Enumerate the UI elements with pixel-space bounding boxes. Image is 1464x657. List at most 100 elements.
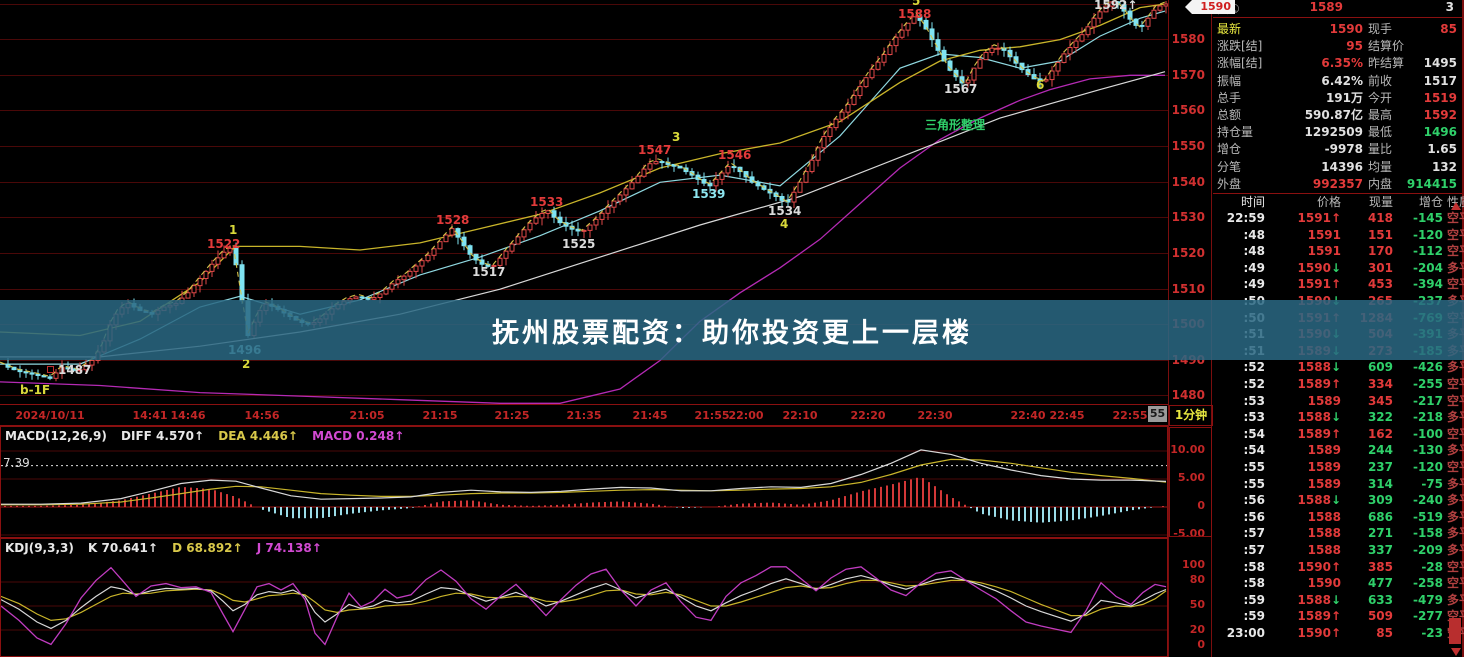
chart-label-1567: 1567 — [944, 82, 978, 96]
tick-volume: 273 — [1367, 343, 1393, 358]
quote-label: 振幅 — [1217, 73, 1242, 88]
chart-label-1533: 1533 — [530, 195, 564, 209]
tick-row[interactable]: :49 1590↓ 301 -204 多平 — [1213, 260, 1464, 277]
chart-label-1546: 1546 — [718, 148, 752, 162]
tick-nature: 空平 — [1447, 559, 1464, 574]
kline-chart-pane[interactable]: 1 1522 2 1496 1487 b-1F 1517 1528 1533 1525 1547 3 1… — [0, 0, 1168, 404]
tick-row[interactable]: :57 1588 337 -209 多平 — [1213, 542, 1464, 559]
tick-price: 1589↑ — [1297, 426, 1341, 441]
tick-oi-change: -130 — [1412, 443, 1443, 458]
quote-row-振幅: 振幅 6.42% 前收 1517 — [1213, 73, 1462, 90]
tick-col-header-价格[interactable]: 价格 — [1316, 195, 1341, 209]
tick-row[interactable]: :56 1588↓ 309 -240 多平 — [1213, 492, 1464, 509]
tick-row[interactable]: :48 1591 170 -112 空平 — [1213, 243, 1464, 260]
tick-volume: 345 — [1367, 393, 1393, 408]
tick-nature: 多平 — [1447, 294, 1464, 308]
tick-row[interactable]: :50 1590↓ 265 -237 多平 — [1213, 293, 1464, 310]
chart-label-1: 1 — [229, 223, 238, 237]
tick-row[interactable]: :52 1589↑ 334 -255 空平 — [1213, 376, 1464, 393]
tick-time: :59 — [1243, 592, 1266, 607]
tick-oi-change: -769 — [1412, 310, 1443, 325]
tick-nature: 空平 — [1447, 227, 1464, 242]
tick-row[interactable]: :58 1590 477 -258 空平 — [1213, 575, 1464, 592]
tick-row[interactable]: :54 1589↑ 162 -100 空平 — [1213, 426, 1464, 443]
quote-value: 1592 — [1423, 108, 1457, 122]
tick-row[interactable]: :53 1588↓ 322 -218 多平 — [1213, 409, 1464, 426]
chart-label-1547: 1547 — [638, 143, 672, 157]
quote-label: 总手 — [1217, 90, 1242, 105]
scroll-down-icon[interactable] — [1451, 648, 1461, 656]
kdj-pane[interactable]: KDJ(9,3,3) K 70.641↑ D 68.892↑ J 74.138↑ — [0, 538, 1168, 657]
tick-row[interactable]: :57 1588 271 -158 多平 — [1213, 525, 1464, 542]
tick-volume: 334 — [1367, 377, 1393, 391]
tick-price: 1588↓ — [1297, 592, 1341, 607]
scrollbar-thumb[interactable] — [1449, 618, 1461, 644]
tick-time: :49 — [1243, 277, 1266, 292]
tick-row[interactable]: 22:59 1591↑ 418 -145 空平 — [1213, 210, 1464, 227]
tick-oi-change: -255 — [1412, 377, 1443, 391]
tick-oi-change: -426 — [1412, 360, 1443, 375]
tick-row[interactable]: :53 1589 345 -217 空平 — [1213, 393, 1464, 410]
quote-value: -9978 — [1324, 142, 1363, 157]
tick-nature: 空平 — [1447, 393, 1464, 408]
tick-row[interactable]: :48 1591 151 -120 空平 — [1213, 227, 1464, 244]
tick-row[interactable]: :51 1590↓ 504 -391 多平 — [1213, 326, 1464, 343]
last-price-tag: 1590 — [1185, 0, 1235, 14]
tick-time: :53 — [1243, 393, 1266, 408]
tick-oi-change: -23 — [1421, 626, 1443, 640]
quote-value: 132 — [1431, 159, 1457, 174]
tick-row[interactable]: :59 1588↓ 633 -479 多平 — [1213, 592, 1464, 609]
tick-oi-change: -209 — [1412, 543, 1443, 557]
tick-time: 22:59 — [1226, 211, 1265, 225]
tick-oi-change: -240 — [1412, 493, 1443, 508]
time-tick-22:40: 22:40 — [1010, 409, 1046, 422]
chart-label-1539: 1539 — [692, 187, 726, 201]
tick-row[interactable]: :55 1589 237 -120 空平 — [1213, 459, 1464, 476]
period-selector[interactable]: 1分钟 — [1169, 405, 1213, 426]
chart-label-1487: 1487 — [58, 363, 92, 377]
tick-nature: 多平 — [1447, 327, 1464, 342]
scroll-up-icon[interactable] — [1451, 202, 1461, 210]
macd-header: MACD(12,26,9) DIFF 4.570↑ DEA 4.446↑ MAC… — [5, 429, 414, 443]
quote-label: 最新 — [1217, 22, 1242, 36]
tick-volume: 151 — [1367, 227, 1393, 242]
tick-volume: 309 — [1367, 493, 1393, 508]
tick-row[interactable]: :56 1588 686 -519 多平 — [1213, 509, 1464, 526]
tick-row[interactable]: :50 1591↑ 1284 -769 空平 — [1213, 310, 1464, 327]
quote-label: 外盘 — [1217, 176, 1242, 191]
tick-row[interactable]: :49 1591↑ 453 -394 空平 — [1213, 276, 1464, 293]
tick-row[interactable]: :51 1589↓ 273 -185 多平 — [1213, 343, 1464, 360]
order-book-row[interactable]: 买① 1589 3 — [1213, 0, 1462, 18]
macd-pane[interactable]: MACD(12,26,9) DIFF 4.570↑ DEA 4.446↑ MAC… — [0, 426, 1168, 538]
tick-oi-change: -218 — [1412, 410, 1443, 425]
tick-time: :50 — [1243, 310, 1266, 325]
tick-row[interactable]: :54 1589 244 -130 多平 — [1213, 442, 1464, 459]
tick-col-header-时间[interactable]: 时间 — [1240, 195, 1265, 209]
quote-value: 85 — [1440, 22, 1457, 36]
tick-nature: 空平 — [1447, 211, 1464, 225]
tick-oi-change: -100 — [1412, 426, 1443, 441]
quote-label: 持仓量 — [1217, 125, 1254, 140]
tick-row[interactable]: :58 1590↑ 385 -28 空平 — [1213, 559, 1464, 576]
tick-nature: 空平 — [1447, 277, 1464, 292]
tick-nature: 多平 — [1447, 476, 1464, 491]
tick-oi-change: -394 — [1412, 277, 1443, 292]
macd-axis-frame — [1169, 427, 1212, 537]
tick-row[interactable]: :52 1588↓ 609 -426 多平 — [1213, 359, 1464, 376]
chart-label-6: 6 — [1036, 78, 1045, 92]
tick-time: :56 — [1243, 493, 1266, 508]
tick-time: :57 — [1243, 543, 1266, 557]
price-tick-1500: 1500 — [1171, 317, 1205, 331]
tick-col-header-现量[interactable]: 现量 — [1368, 195, 1393, 209]
tick-row[interactable]: :55 1589 314 -75 多平 — [1213, 476, 1464, 493]
tick-oi-change: -28 — [1421, 559, 1443, 574]
kdj-k-value: K 70.641↑ — [88, 541, 158, 555]
time-tick-21:45: 21:45 — [632, 409, 668, 422]
tick-price: 1591 — [1307, 227, 1341, 242]
chart-label-1534: 1534 — [768, 204, 802, 218]
price-tick-1510: 1510 — [1171, 282, 1205, 296]
tick-col-header-增仓[interactable]: 增仓 — [1418, 195, 1443, 209]
